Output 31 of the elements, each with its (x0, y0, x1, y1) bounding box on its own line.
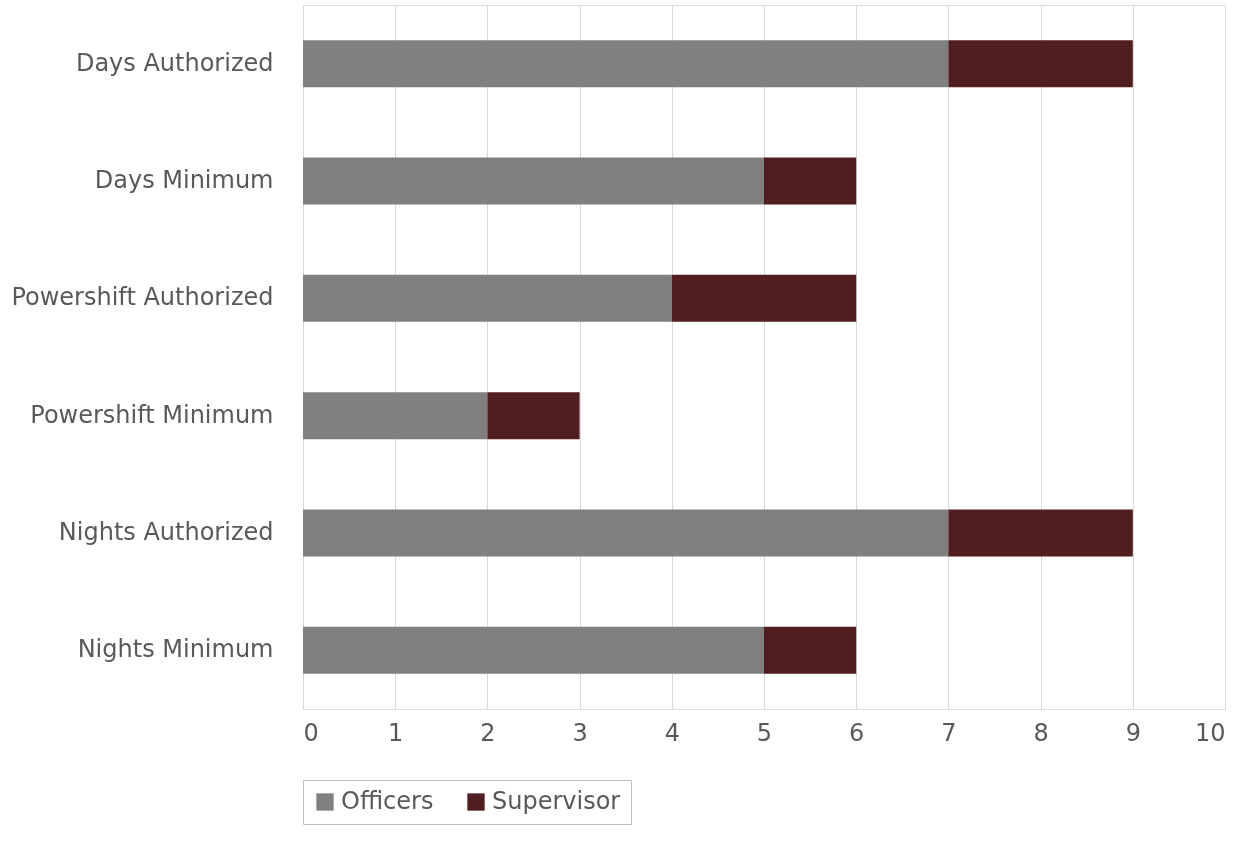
x-tick-label: 7 (941, 718, 957, 747)
legend-label: Officers (341, 787, 434, 815)
y-tick-label: Nights Authorized (58, 518, 274, 546)
y-tick-label: Powershift Authorized (11, 283, 274, 312)
bar (764, 157, 857, 205)
bar (303, 626, 764, 674)
bar (671, 274, 857, 322)
bar (487, 392, 580, 440)
bar (303, 40, 949, 88)
y-tick-label: Days Authorized (75, 48, 274, 77)
x-tick-label: 6 (849, 718, 865, 747)
x-tick-label: 4 (664, 718, 680, 747)
bar (303, 392, 488, 440)
y-tick-label: Nights Minimum (77, 635, 274, 664)
bar (303, 274, 672, 322)
x-tick-label: 2 (480, 718, 496, 747)
bar (303, 157, 764, 205)
bar (303, 509, 949, 557)
x-tick-label: 9 (1125, 718, 1141, 747)
y-tick-label: Days Minimum (94, 166, 274, 194)
x-tick-label: 1 (388, 718, 404, 747)
x-tick-label: 5 (756, 718, 773, 747)
bar (948, 509, 1133, 557)
x-tick-label: 10 (1194, 718, 1226, 747)
bar (948, 40, 1133, 88)
bar (764, 626, 857, 674)
legend-label: Supervisor (492, 787, 621, 815)
x-tick-label: 8 (1033, 718, 1049, 747)
x-tick-label: 3 (572, 718, 588, 747)
y-tick-label: Powershift Minimum (30, 400, 274, 429)
x-tick-label: 0 (303, 718, 319, 747)
